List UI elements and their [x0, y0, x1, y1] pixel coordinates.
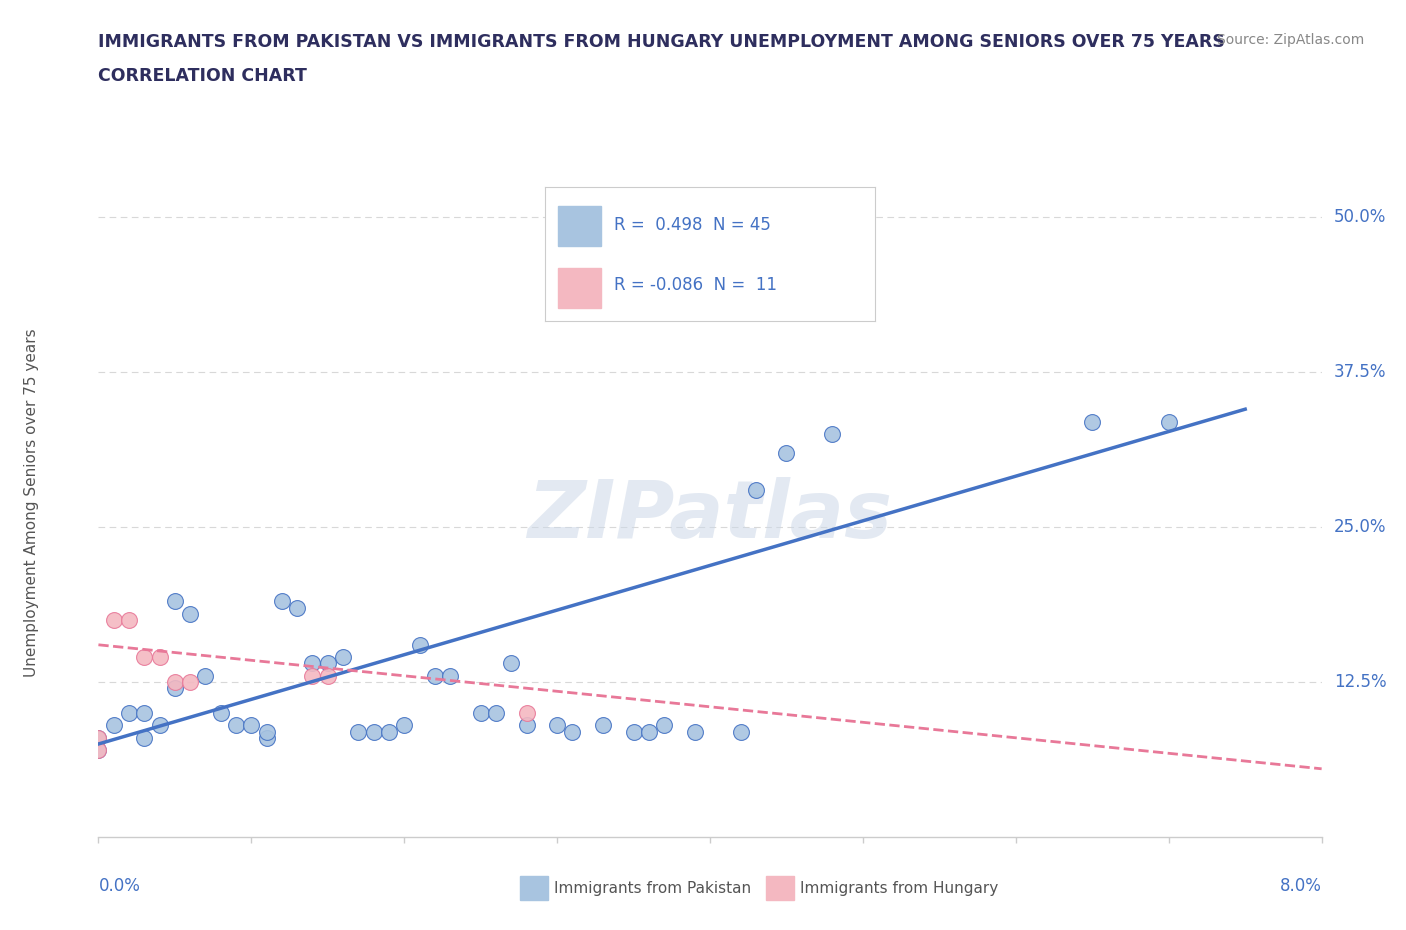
Point: [209, 706, 232, 721]
Text: Immigrants from Pakistan: Immigrants from Pakistan: [554, 881, 751, 896]
Point: [730, 724, 752, 739]
Point: [485, 706, 508, 721]
Point: [408, 637, 430, 652]
Point: [285, 600, 308, 615]
Text: 50.0%: 50.0%: [1334, 208, 1386, 226]
Point: [623, 724, 645, 739]
Point: [134, 706, 156, 721]
Point: [316, 669, 339, 684]
Point: [87, 730, 110, 745]
Point: [332, 650, 354, 665]
Text: Unemployment Among Seniors over 75 years: Unemployment Among Seniors over 75 years: [24, 328, 38, 676]
Point: [363, 724, 385, 739]
Point: [163, 681, 186, 696]
Point: [87, 743, 110, 758]
Point: [301, 656, 323, 671]
Point: [256, 724, 278, 739]
Point: [637, 724, 661, 739]
Point: [378, 724, 401, 739]
Point: [683, 724, 706, 739]
Text: IMMIGRANTS FROM PAKISTAN VS IMMIGRANTS FROM HUNGARY UNEMPLOYMENT AMONG SENIORS O: IMMIGRANTS FROM PAKISTAN VS IMMIGRANTS F…: [98, 33, 1225, 50]
Point: [423, 669, 446, 684]
Point: [516, 706, 538, 721]
Text: 8.0%: 8.0%: [1279, 877, 1322, 896]
Point: [316, 656, 339, 671]
Point: [546, 718, 568, 733]
Text: CORRELATION CHART: CORRELATION CHART: [98, 67, 308, 85]
Point: [592, 718, 614, 733]
Point: [240, 718, 263, 733]
Point: [347, 724, 370, 739]
Point: [1081, 414, 1104, 429]
Point: [103, 613, 125, 628]
Point: [134, 650, 156, 665]
Point: [501, 656, 523, 671]
Point: [270, 594, 294, 609]
Point: [194, 669, 217, 684]
Point: [87, 730, 110, 745]
Point: [821, 427, 844, 442]
Text: ZIPatlas: ZIPatlas: [527, 476, 893, 554]
Point: [392, 718, 416, 733]
Point: [652, 718, 675, 733]
Point: [470, 706, 492, 721]
Point: [561, 724, 583, 739]
Point: [87, 743, 110, 758]
Point: [134, 730, 156, 745]
Point: [439, 669, 461, 684]
Point: [179, 606, 201, 621]
Point: [301, 669, 323, 684]
Point: [745, 483, 768, 498]
Text: 37.5%: 37.5%: [1334, 363, 1386, 381]
Point: [1157, 414, 1180, 429]
Text: Source: ZipAtlas.com: Source: ZipAtlas.com: [1216, 33, 1364, 46]
Point: [163, 594, 186, 609]
Point: [149, 650, 172, 665]
Text: 12.5%: 12.5%: [1334, 673, 1386, 691]
Point: [775, 445, 797, 460]
Point: [179, 674, 201, 689]
Point: [516, 718, 538, 733]
Text: Immigrants from Hungary: Immigrants from Hungary: [800, 881, 998, 896]
Point: [163, 674, 186, 689]
Text: 0.0%: 0.0%: [98, 877, 141, 896]
Point: [256, 730, 278, 745]
Point: [103, 718, 125, 733]
Point: [149, 718, 172, 733]
Point: [225, 718, 247, 733]
Point: [118, 613, 141, 628]
Point: [118, 706, 141, 721]
Text: 25.0%: 25.0%: [1334, 518, 1386, 536]
